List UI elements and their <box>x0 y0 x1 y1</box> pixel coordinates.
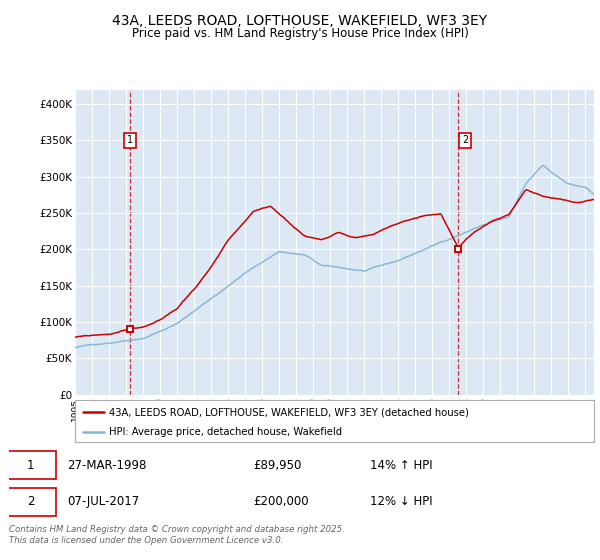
Text: Contains HM Land Registry data © Crown copyright and database right 2025.
This d: Contains HM Land Registry data © Crown c… <box>9 525 345 545</box>
Text: 12% ↓ HPI: 12% ↓ HPI <box>370 495 433 508</box>
FancyBboxPatch shape <box>6 488 56 516</box>
Text: Price paid vs. HM Land Registry's House Price Index (HPI): Price paid vs. HM Land Registry's House … <box>131 27 469 40</box>
FancyBboxPatch shape <box>6 451 56 479</box>
Text: 2: 2 <box>27 495 34 508</box>
Text: 27-MAR-1998: 27-MAR-1998 <box>67 459 146 472</box>
Text: £200,000: £200,000 <box>253 495 309 508</box>
Text: 1: 1 <box>27 459 34 472</box>
Text: 2: 2 <box>462 136 468 146</box>
Text: 43A, LEEDS ROAD, LOFTHOUSE, WAKEFIELD, WF3 3EY (detached house): 43A, LEEDS ROAD, LOFTHOUSE, WAKEFIELD, W… <box>109 407 469 417</box>
Text: 43A, LEEDS ROAD, LOFTHOUSE, WAKEFIELD, WF3 3EY: 43A, LEEDS ROAD, LOFTHOUSE, WAKEFIELD, W… <box>112 14 488 28</box>
Text: 07-JUL-2017: 07-JUL-2017 <box>67 495 139 508</box>
Text: HPI: Average price, detached house, Wakefield: HPI: Average price, detached house, Wake… <box>109 427 342 437</box>
Text: 1: 1 <box>127 136 133 146</box>
Text: 14% ↑ HPI: 14% ↑ HPI <box>370 459 433 472</box>
Text: £89,950: £89,950 <box>253 459 302 472</box>
